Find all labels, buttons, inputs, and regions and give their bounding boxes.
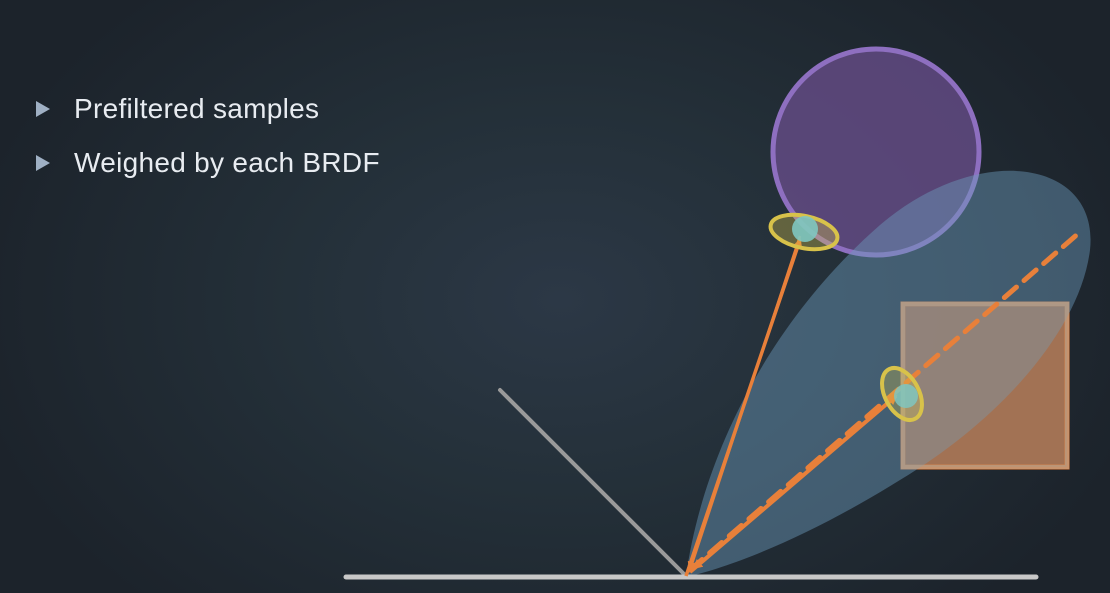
bullet-list: Prefiltered samples Weighed by each BRDF bbox=[36, 82, 380, 190]
purple-sphere bbox=[770, 46, 982, 258]
bullet-item: Prefiltered samples bbox=[36, 82, 380, 136]
bullet-item: Weighed by each BRDF bbox=[36, 136, 380, 190]
bullet-triangle-icon bbox=[36, 101, 50, 117]
brdf-lobe bbox=[686, 170, 1091, 577]
bullet-triangle-icon bbox=[36, 155, 50, 171]
mirror-direction-line bbox=[498, 388, 688, 578]
bullet-text: Weighed by each BRDF bbox=[74, 147, 380, 178]
box-sample-icon bbox=[880, 366, 924, 422]
box-grey-overlay bbox=[901, 302, 1069, 469]
sphere-sample-icon bbox=[768, 212, 840, 252]
ray-from-sphere bbox=[687, 235, 802, 572]
bullet-text: Prefiltered samples bbox=[74, 93, 320, 124]
ray-from-box bbox=[692, 398, 893, 570]
